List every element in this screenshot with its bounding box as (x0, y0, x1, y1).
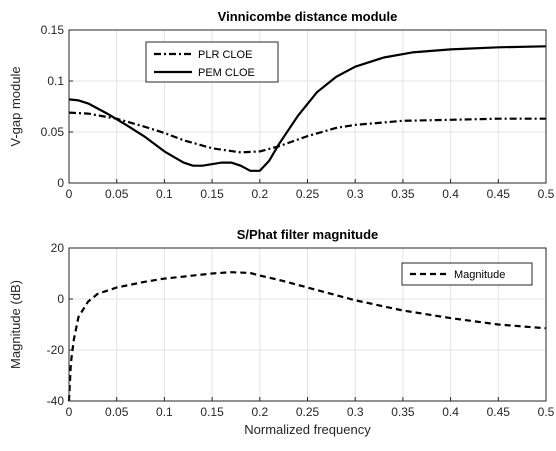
x-ticks-vgap: 0 0.05 0.1 0.15 0.2 0.25 0.3 0.35 0.4 0.45 0.5 (66, 179, 555, 201)
x-tick-label: 0.5 (538, 405, 555, 419)
y-tick-label: 0 (57, 176, 64, 190)
x-tick-label: 0.25 (296, 187, 320, 201)
y-tick-label: 20 (51, 241, 65, 255)
x-tick-label: 0.1 (156, 405, 173, 419)
axes-frame-magnitude (68, 247, 547, 402)
x-tick-label: 0.25 (296, 405, 320, 419)
x-axis-label-magnitude: Normalized frequency (244, 422, 371, 437)
y-tick-label: 0 (57, 292, 64, 306)
y-tick-label: 0.15 (41, 23, 65, 37)
x-tick-label: 0.4 (442, 187, 459, 201)
x-tick-label: 0.15 (200, 405, 224, 419)
y-tick-label: 0.1 (47, 74, 64, 88)
y-axis-label-vgap: V-gap module (8, 66, 23, 146)
x-tick-label: 0.2 (251, 405, 268, 419)
series-layer-vgap (68, 45, 547, 172)
x-tick-label: 0.3 (347, 187, 364, 201)
legend-label-magnitude: Magnitude (454, 269, 505, 281)
legend-label-pem: PEM CLOE (198, 67, 255, 79)
x-tick-label: 0.35 (391, 405, 415, 419)
legend-vgap: PLR CLOE PEM CLOE (145, 41, 279, 83)
series-line-plr-cloe (68, 111, 546, 154)
x-tick-label: 0.05 (105, 405, 129, 419)
legend-label-plr: PLR CLOE (198, 49, 252, 61)
series-line-pem-cloe (68, 45, 547, 172)
chart-title-vgap: Vinnicombe distance module (218, 9, 398, 24)
grid-vgap (68, 29, 547, 184)
chart-title-magnitude: S/Phat filter magnitude (237, 227, 379, 242)
x-tick-label: 0.1 (156, 187, 173, 201)
y-ticks-magnitude: -40 -20 0 20 (47, 241, 73, 408)
legend-box-vgap (145, 41, 279, 83)
x-ticks-magnitude: 0 0.05 0.1 0.15 0.2 0.25 0.3 0.35 0.4 0.45 0.5 (66, 397, 555, 419)
series-line-magnitude (67, 271, 547, 402)
subplot-vgap: 0 0.05 0.1 0.15 0.2 0.25 0.3 0.35 0.4 0.45 0.5 0 0.… (8, 9, 555, 201)
legend-magnitude: Magnitude (401, 262, 533, 286)
x-tick-label: 0.2 (251, 187, 268, 201)
x-tick-label: 0.5 (538, 187, 555, 201)
y-tick-label: -20 (47, 343, 65, 357)
subplot-magnitude: 0 0.05 0.1 0.15 0.2 0.25 0.3 0.35 0.4 0.45 0.5 -40… (8, 227, 555, 437)
x-tick-label: 0.3 (347, 405, 364, 419)
y-axis-label-magnitude: Magnitude (dB) (8, 280, 23, 369)
x-tick-label: 0.15 (200, 187, 224, 201)
x-tick-label: 0.45 (487, 187, 511, 201)
legend-box-magnitude (401, 262, 533, 286)
x-tick-label: 0.4 (442, 405, 459, 419)
x-tick-label: 0.45 (487, 405, 511, 419)
x-tick-label: 0.05 (105, 187, 129, 201)
series-layer-magnitude (67, 271, 547, 402)
y-tick-label: 0.05 (41, 125, 65, 139)
x-tick-label: 0 (66, 187, 73, 201)
x-tick-label: 0.35 (391, 187, 415, 201)
y-tick-label: -40 (47, 394, 65, 408)
y-ticks-vgap: 0 0.05 0.1 0.15 (41, 23, 73, 190)
axes-frame-vgap (68, 29, 547, 184)
x-tick-label: 0 (66, 405, 73, 419)
